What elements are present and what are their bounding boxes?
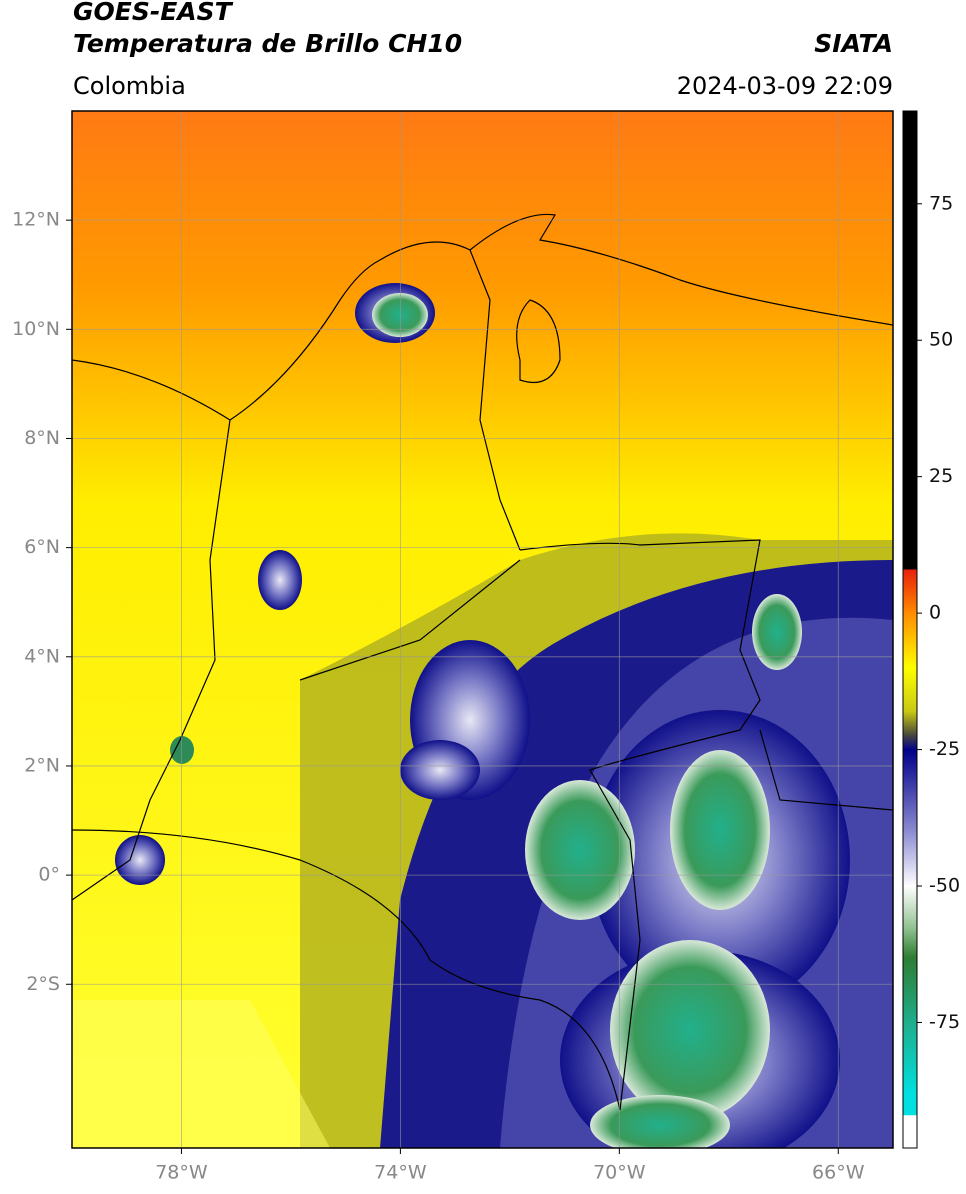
colorbar-frame (902, 110, 918, 1149)
colorbar-segment (903, 1022, 917, 1094)
title: GOES-EAST (73, 0, 234, 26)
colorbar-segment (903, 111, 917, 570)
y-tick-label: 4°N (24, 645, 60, 667)
colorbar-segment (903, 1115, 917, 1149)
x-tick-label: 78°W (155, 1162, 208, 1184)
colorbar-tick-label: 50 (929, 329, 953, 351)
y-tick-label: 10°N (12, 318, 60, 340)
colorbar-tick-label: -50 (929, 875, 960, 897)
colorbar-segment (903, 711, 917, 734)
x-tick-label: 66°W (812, 1162, 865, 1184)
x-tick-label: 70°W (593, 1162, 646, 1184)
y-tick-label: 12°N (12, 209, 60, 231)
colorbar-tick-label: 25 (929, 465, 953, 487)
colorbar-tick-label: 0 (929, 602, 941, 624)
colorbar-segment (903, 1093, 917, 1116)
y-tick-label: 2°S (26, 973, 60, 995)
colorbar-segment (903, 613, 917, 669)
y-tick-label: 8°N (24, 427, 60, 449)
colorbar-segment (903, 956, 917, 1023)
colorbar-segment (903, 886, 917, 931)
satellite-image (72, 111, 893, 1148)
colorbar-segment (903, 569, 917, 614)
region: Colombia (73, 72, 186, 100)
subtitle: Temperatura de Brillo CH10 (73, 29, 462, 58)
colorbar-segment (903, 749, 917, 832)
colorbar-segment (903, 831, 917, 887)
colorbar-segment (903, 733, 917, 751)
y-tick-label: 6°N (24, 536, 60, 558)
datetime: 2024-03-09 22:09 (677, 72, 893, 100)
colorbar-segment (903, 929, 917, 958)
colorbar-segment (903, 667, 917, 712)
source: SIATA (814, 29, 893, 58)
colorbar-tick-label: -75 (929, 1011, 960, 1033)
colorbar-tick-label: 75 (929, 192, 953, 214)
colorbar-tick-label: -25 (929, 738, 960, 760)
map-frame (71, 110, 894, 1149)
y-tick-label: 2°N (24, 754, 60, 776)
x-tick-label: 74°W (374, 1162, 427, 1184)
y-tick-label: 0° (38, 864, 60, 886)
